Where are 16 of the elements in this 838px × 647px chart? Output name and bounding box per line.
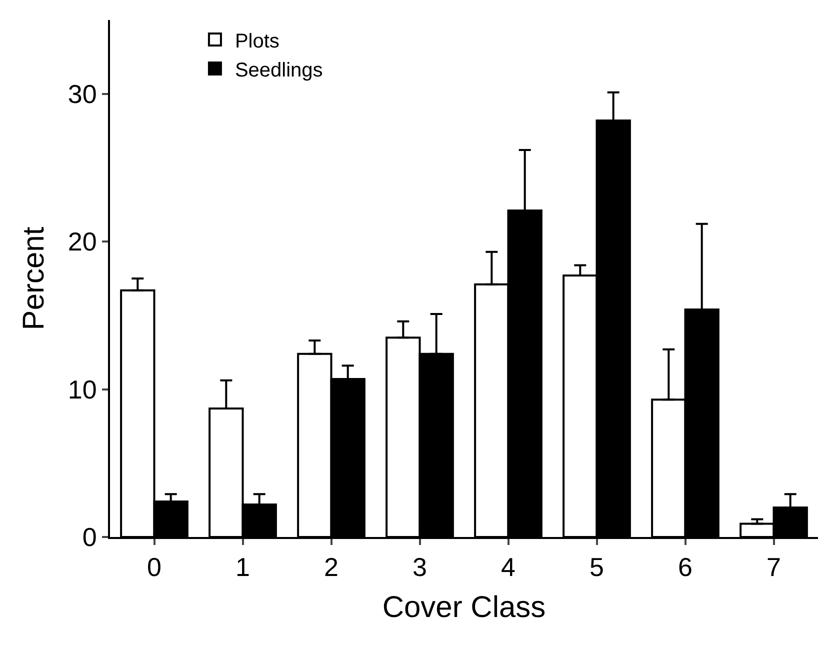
x-tick-label: 4 (501, 552, 516, 582)
y-tick-label: 10 (68, 374, 97, 404)
x-tick-label: 2 (324, 552, 338, 582)
x-tick-label: 1 (236, 552, 250, 582)
x-tick-label: 5 (590, 552, 604, 582)
x-tick-label: 6 (678, 552, 692, 582)
x-axis-title: Cover Class (382, 591, 546, 624)
legend-label: Plots (234, 30, 280, 52)
legend-label: Seedlings (234, 59, 323, 82)
x-tick-label: 3 (412, 552, 427, 582)
x-tick-label: 7 (766, 552, 781, 582)
x-tick-label: 0 (147, 552, 162, 582)
y-axis-title: Percent (17, 226, 50, 330)
y-tick-label: 0 (82, 522, 97, 552)
y-tick-label: 20 (68, 226, 97, 257)
y-tick-label: 30 (68, 78, 97, 109)
